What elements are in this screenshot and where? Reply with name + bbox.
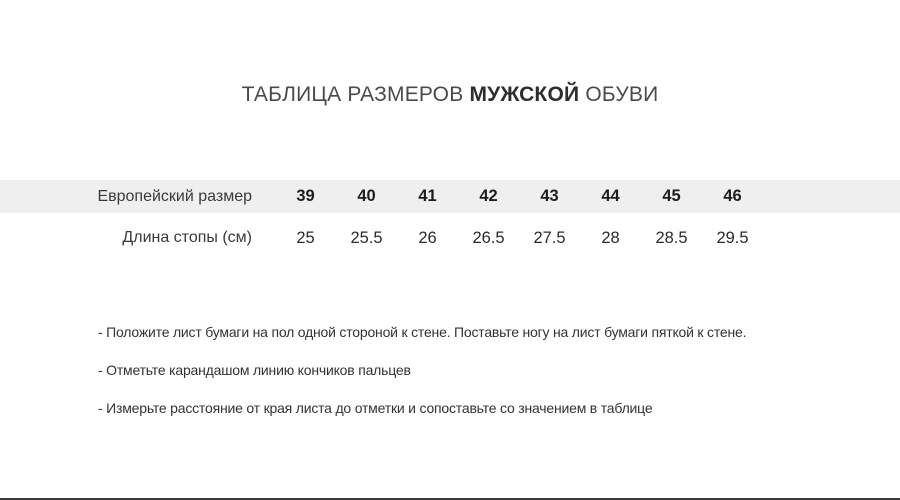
size-cell: 46 bbox=[723, 187, 742, 205]
row-label-european-size: Европейский размер bbox=[97, 187, 252, 205]
size-cell: 39 bbox=[296, 187, 315, 205]
length-cell: 28.5 bbox=[655, 228, 688, 247]
size-cell: 43 bbox=[540, 187, 559, 205]
size-cell: 40 bbox=[357, 187, 376, 205]
length-cell: 25 bbox=[296, 228, 315, 247]
size-cell: 42 bbox=[479, 187, 498, 205]
length-cell: 28 bbox=[601, 228, 620, 247]
title-suffix: ОБУВИ bbox=[579, 83, 659, 106]
row-label-foot-length: Длина стопы (см) bbox=[122, 229, 252, 246]
instruction-step-2: - Отметьте карандашом линию кончиков пал… bbox=[98, 362, 411, 378]
length-cell: 25.5 bbox=[350, 228, 383, 247]
length-cell: 26.5 bbox=[472, 228, 505, 247]
length-cell: 29.5 bbox=[716, 228, 749, 247]
title-highlight: МУЖСКОЙ bbox=[469, 83, 580, 106]
table-row-foot-length: Длина стопы (см) 25 25.5 26 26.5 27.5 28… bbox=[0, 213, 900, 263]
size-cell: 41 bbox=[418, 187, 437, 205]
instruction-step-1: - Положите лист бумаги на пол одной стор… bbox=[98, 324, 747, 340]
instruction-step-3: - Измерьте расстояние от края листа до о… bbox=[98, 400, 653, 416]
length-cell: 26 bbox=[418, 228, 437, 247]
size-cell: 45 bbox=[662, 187, 681, 205]
table-row-european-size: Европейский размер 39 40 41 42 43 44 45 … bbox=[0, 180, 900, 213]
page-title: ТАБЛИЦА РАЗМЕРОВ МУЖСКОЙ ОБУВИ bbox=[0, 83, 900, 107]
bottom-divider bbox=[0, 498, 900, 500]
length-cell: 27.5 bbox=[533, 228, 566, 247]
size-table: Европейский размер 39 40 41 42 43 44 45 … bbox=[0, 180, 900, 263]
title-prefix: ТАБЛИЦА РАЗМЕРОВ bbox=[241, 83, 470, 106]
size-cell: 44 bbox=[601, 187, 620, 205]
measurement-instructions: - Положите лист бумаги на пол одной стор… bbox=[98, 324, 858, 438]
